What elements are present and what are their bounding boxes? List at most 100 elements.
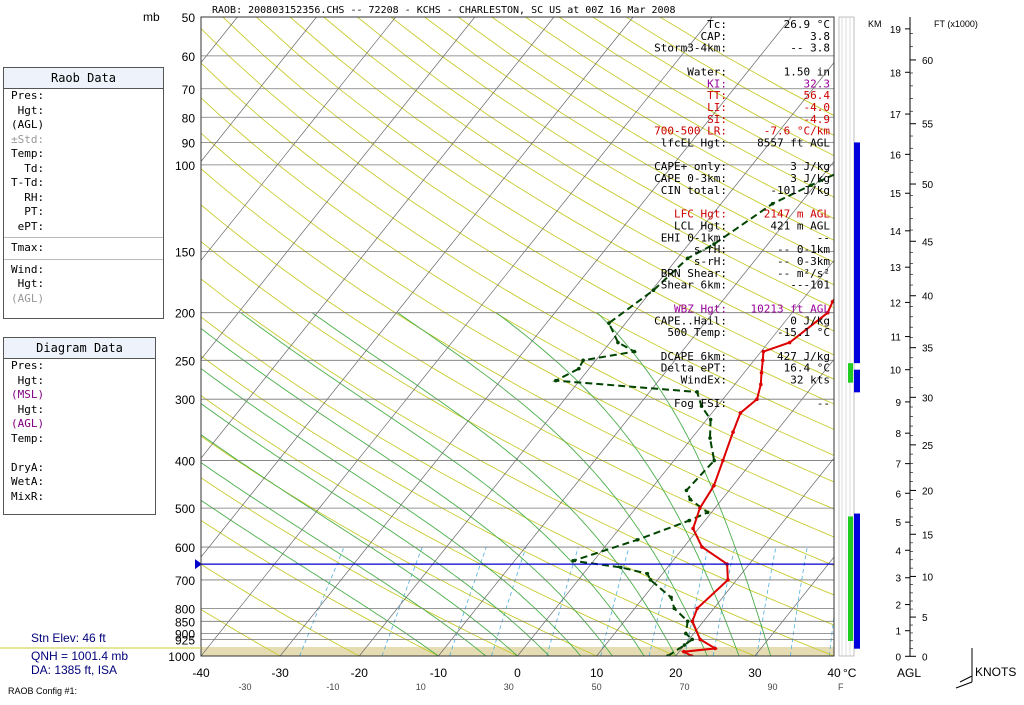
diagram-data-row: (AGL) [4, 417, 155, 432]
height-km-label: 10 [890, 366, 902, 377]
height-km-label: 8 [895, 429, 901, 440]
height-ft-label: 25 [922, 441, 934, 452]
wind-barb-flag [960, 676, 972, 682]
height-km-label: 18 [890, 68, 902, 79]
height-ft-label: 5 [922, 613, 928, 624]
pressure-tick-label: 1000 [168, 650, 195, 664]
dewpoint-profile-point [712, 459, 716, 463]
index-label: Storm3-4km: [654, 42, 727, 55]
temp-f-tick-label: -10 [326, 682, 339, 692]
temperature-profile-point [755, 397, 759, 401]
pressure-tick-label: 250 [175, 354, 195, 368]
height-km-label: 4 [895, 546, 901, 557]
index-label: CIN total: [661, 184, 727, 197]
dewpoint-profile-point [649, 578, 653, 582]
temp-f-tick-label: 30 [504, 682, 514, 692]
height-km-label: 2 [895, 601, 901, 612]
temp-tick-label: 40 [827, 666, 841, 680]
dewpoint-profile-point [607, 321, 611, 325]
height-ft-label: 30 [922, 393, 934, 404]
height-km-label: 6 [895, 489, 901, 500]
station-density-altitude: DA: 1385 ft, ISA [31, 663, 117, 677]
height-km-label: 15 [890, 189, 902, 200]
moist-adiabat [312, 313, 676, 656]
raob-data-row: PT: [4, 205, 163, 220]
temperature-profile-point [739, 411, 743, 415]
station-elevation: Stn Elev: 46 ft [31, 631, 106, 645]
temp-f-unit-label: F [838, 682, 844, 692]
temp-tick-label: 30 [748, 666, 762, 680]
pressure-tick-label: 50 [182, 11, 196, 25]
pressure-tick-label: 800 [175, 602, 195, 616]
temperature-profile-point [979, 183, 983, 187]
isotherm [122, 17, 633, 656]
raob-data-row: ePT: [4, 220, 163, 235]
panel-divider [4, 259, 163, 260]
dewpoint-profile-point [688, 498, 692, 502]
temperature-profile-point [1011, 163, 1015, 167]
index-label: Fog FSI: [674, 397, 727, 410]
dewpoint-profile-point [581, 358, 585, 362]
temp-f-tick-label: 50 [592, 682, 602, 692]
raob-data-row: (AGL) [4, 292, 163, 307]
index-label: lfcEL Hgt: [661, 137, 727, 150]
diagram-data-title: Diagram Data [4, 338, 155, 359]
height-ft-unit: FT (x1000) [934, 19, 978, 29]
dewpoint-profile-point [695, 390, 699, 394]
dewpoint-profile-point [554, 379, 558, 383]
cloud-layer-bar [854, 370, 860, 393]
dry-adiabat [55, 17, 1024, 656]
chart-title: RAOB: 200803152356.CHS -- 72208 - KCHS -… [212, 5, 676, 16]
temperature-profile-point [713, 647, 717, 651]
pressure-tick-label: 500 [175, 502, 195, 516]
dewpoint-profile-point [709, 418, 713, 422]
temperature-profile-point [867, 250, 871, 254]
height-km-label: 3 [895, 574, 901, 585]
temp-unit-label: °C [843, 666, 857, 680]
temp-tick-label: -10 [430, 666, 448, 680]
temperature-profile-point [731, 430, 735, 434]
isotherm [201, 17, 712, 656]
dewpoint-profile-point [646, 572, 650, 576]
height-km-label: 1 [895, 627, 901, 638]
wind-band-bar [848, 516, 853, 641]
height-km-unit: KM [868, 19, 882, 29]
dewpoint-profile-point [687, 519, 691, 523]
diagram-data-row: DryA: [4, 461, 155, 476]
dry-adiabat [223, 17, 1024, 656]
cloud-layer-bar [854, 142, 860, 363]
index-label: WindEx: [681, 374, 727, 387]
height-km-label: 11 [891, 333, 902, 344]
temp-tick-label: 20 [669, 666, 683, 680]
moist-adiabat [241, 313, 644, 656]
temperature-profile-point [759, 383, 763, 387]
diagram-data-row: Temp: [4, 432, 155, 447]
temperature-profile-point [712, 484, 716, 488]
height-km-label: 17 [890, 110, 902, 121]
dewpoint-profile-point [616, 341, 620, 345]
index-value: -15.1 °C [777, 326, 830, 339]
dewpoint-profile-point [669, 596, 673, 600]
dewpoint-profile-point [771, 202, 775, 206]
index-value: ---101 [790, 279, 830, 292]
dewpoint-profile-point [683, 643, 687, 647]
height-ft-label: 10 [922, 572, 934, 583]
dewpoint-profile-point [672, 607, 676, 611]
height-ft-label: 20 [922, 486, 934, 497]
dewpoint-profile-point [685, 489, 689, 493]
index-value: -101 J/kg [770, 184, 830, 197]
index-value: -- 3.8 [790, 42, 830, 55]
temp-f-tick-label: 10 [416, 682, 426, 692]
temperature-profile-point [760, 371, 764, 375]
height-ft-label: 50 [922, 180, 934, 191]
dewpoint-profile-point [636, 538, 640, 542]
dewpoint-profile-point [619, 566, 623, 570]
temperature-profile-point [700, 545, 704, 549]
dewpoint-profile-point [686, 620, 690, 624]
temp-f-tick-label: -30 [238, 682, 251, 692]
diagram-data-panel: Diagram Data Pres: Hgt:(MSL) Hgt:(AGL)Te… [3, 337, 156, 515]
index-value: 8557 ft AGL [757, 137, 830, 150]
raob-data-row: Wind: [4, 263, 163, 278]
raob-data-row: Pres: [4, 89, 163, 104]
index-label: Shear 6km: [661, 279, 727, 292]
